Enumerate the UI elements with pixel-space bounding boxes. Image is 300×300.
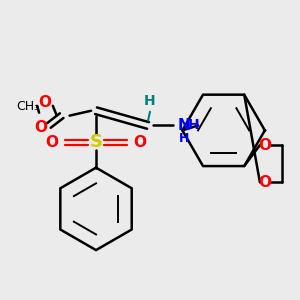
Text: O: O xyxy=(45,135,58,150)
Text: S: S xyxy=(89,133,103,151)
Text: CH₃: CH₃ xyxy=(16,100,39,113)
Text: O: O xyxy=(38,95,52,110)
Text: O: O xyxy=(134,135,147,150)
Text: N: N xyxy=(178,118,191,133)
Text: O: O xyxy=(258,138,271,153)
Text: H: H xyxy=(188,118,199,133)
Text: H: H xyxy=(144,94,156,108)
Text: O: O xyxy=(34,120,48,135)
Text: H: H xyxy=(179,132,190,145)
Text: O: O xyxy=(258,175,271,190)
